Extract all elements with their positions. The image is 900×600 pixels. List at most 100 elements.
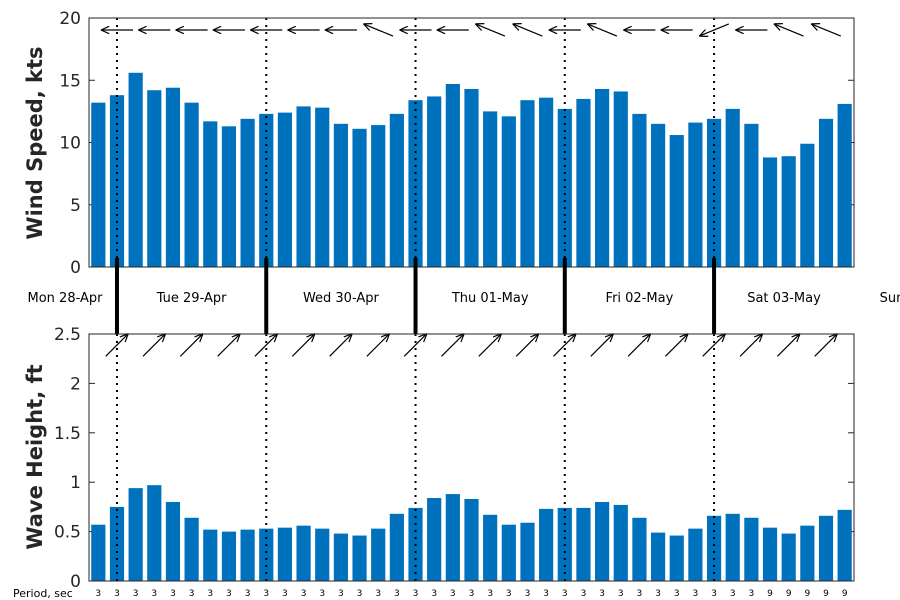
wave-bar (483, 514, 498, 581)
wind-bar (221, 126, 237, 267)
wind-bar (576, 98, 591, 267)
wave-y-tick-label: 1 (70, 473, 81, 493)
wind-direction-arrow (436, 25, 469, 35)
day-label: Sat 03-May (747, 291, 821, 306)
wind-bar (539, 97, 554, 268)
wind-bar (501, 116, 516, 267)
period-value: 3 (749, 589, 755, 599)
wind-direction-arrow (810, 23, 842, 37)
wave-bar (632, 517, 647, 581)
period-value: 3 (114, 589, 120, 599)
wind-bar (165, 87, 181, 267)
wind-direction-arrow (399, 25, 432, 35)
period-value: 3 (525, 589, 531, 599)
wave-bar (818, 515, 834, 581)
wind-direction-arrow (250, 25, 283, 35)
wave-y-tick-label: 2 (70, 374, 81, 394)
wind-bar (818, 118, 834, 267)
wave-bar (315, 528, 330, 581)
wind-bar (109, 95, 125, 267)
wave-bar (165, 501, 181, 581)
wave-bar (800, 525, 815, 581)
wind-bar (91, 102, 106, 267)
period-value: 3 (207, 589, 213, 599)
wind-direction-arrow (474, 23, 506, 37)
period-value: 3 (375, 589, 381, 599)
wind-bar (837, 103, 852, 267)
period-value: 3 (413, 589, 419, 599)
day-label: Wed 30-Apr (303, 291, 380, 306)
wind-bar (464, 88, 479, 268)
wind-y-tick-label: 20 (59, 9, 81, 29)
period-value: 3 (693, 589, 699, 599)
day-label: Sun (880, 291, 900, 306)
wave-y-ticks: 0 0.5 1 1.5 2 2.5 (54, 325, 854, 592)
wind-direction-arrow (623, 25, 656, 35)
period-value: 3 (357, 589, 363, 599)
period-value: 3 (730, 589, 736, 599)
wave-bar (744, 517, 759, 581)
wind-bar (483, 111, 498, 268)
wave-bar (427, 498, 442, 581)
wind-direction-arrow (175, 25, 208, 35)
wave-bar (688, 528, 703, 581)
period-value: 3 (263, 589, 269, 599)
wind-bar (520, 100, 535, 267)
wind-direction-arrow (698, 23, 730, 37)
wave-bar (259, 528, 274, 581)
wave-bar (651, 532, 666, 581)
day-label: Fri 02-May (606, 291, 674, 306)
wave-bar (371, 528, 386, 581)
wind-bar (277, 112, 292, 268)
wind-bar (315, 107, 330, 267)
wave-bar (520, 522, 535, 581)
wind-bar (389, 113, 404, 268)
wave-bar (576, 507, 591, 581)
wind-bar (427, 96, 442, 267)
period-value: 3 (487, 589, 493, 599)
wind-bar (706, 118, 722, 267)
wind-bars (91, 72, 852, 268)
wind-bar (595, 88, 610, 268)
period-value: 3 (301, 589, 307, 599)
period-value: 3 (618, 589, 624, 599)
wind-bar (651, 123, 666, 267)
wind-bar (632, 113, 647, 268)
wave-y-tick-label: 1.5 (54, 424, 81, 444)
wind-speed-panel: 0 5 10 15 20 Wind Speed, kts (23, 9, 855, 278)
period-value: 9 (842, 589, 848, 599)
wind-direction-arrow (512, 23, 543, 37)
period-value: 3 (394, 589, 400, 599)
wind-y-tick-label: 0 (70, 258, 81, 278)
period-value: 3 (637, 589, 643, 599)
wind-bar (333, 123, 348, 267)
wind-direction-arrow (287, 25, 320, 35)
wind-direction-arrow (362, 23, 394, 37)
day-label: Mon 28-Apr (28, 291, 104, 306)
period-value: 3 (338, 589, 344, 599)
wind-bar (613, 91, 628, 268)
period-value: 3 (543, 589, 549, 599)
wind-direction-arrow (586, 23, 618, 37)
wind-bar (725, 108, 740, 267)
wind-direction-arrows (100, 23, 842, 37)
wind-bar (371, 125, 386, 267)
wind-bar (128, 72, 143, 267)
wind-bar (259, 113, 274, 268)
wind-y-ticks: 0 5 10 15 20 (59, 9, 854, 278)
period-label: Period, sec (13, 587, 73, 600)
wave-bar (781, 533, 796, 581)
wave-bar (128, 488, 143, 581)
wind-bar (240, 118, 255, 267)
wave-bar (147, 485, 162, 581)
wind-direction-arrow (138, 25, 171, 35)
period-value: 3 (189, 589, 195, 599)
wind-direction-arrow (660, 25, 693, 35)
wind-bar (669, 135, 684, 267)
wave-bar (613, 504, 628, 581)
wave-bar (837, 509, 852, 581)
wind-bar (296, 106, 311, 267)
wave-bar (333, 533, 348, 581)
wave-height-panel: 0 0.5 1 1.5 2 2.5 Wave Height, ft (23, 325, 855, 592)
